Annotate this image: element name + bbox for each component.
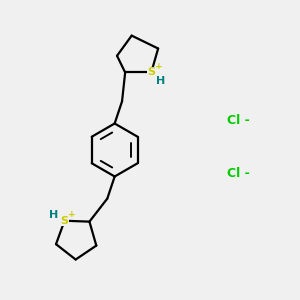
Text: S: S (147, 68, 155, 77)
Text: S: S (61, 216, 68, 226)
Text: H: H (49, 211, 58, 220)
Text: H: H (156, 76, 165, 86)
Text: +: + (68, 210, 76, 219)
Text: Cl -: Cl - (227, 167, 250, 180)
Text: Cl -: Cl - (227, 114, 250, 127)
Text: +: + (155, 61, 162, 70)
